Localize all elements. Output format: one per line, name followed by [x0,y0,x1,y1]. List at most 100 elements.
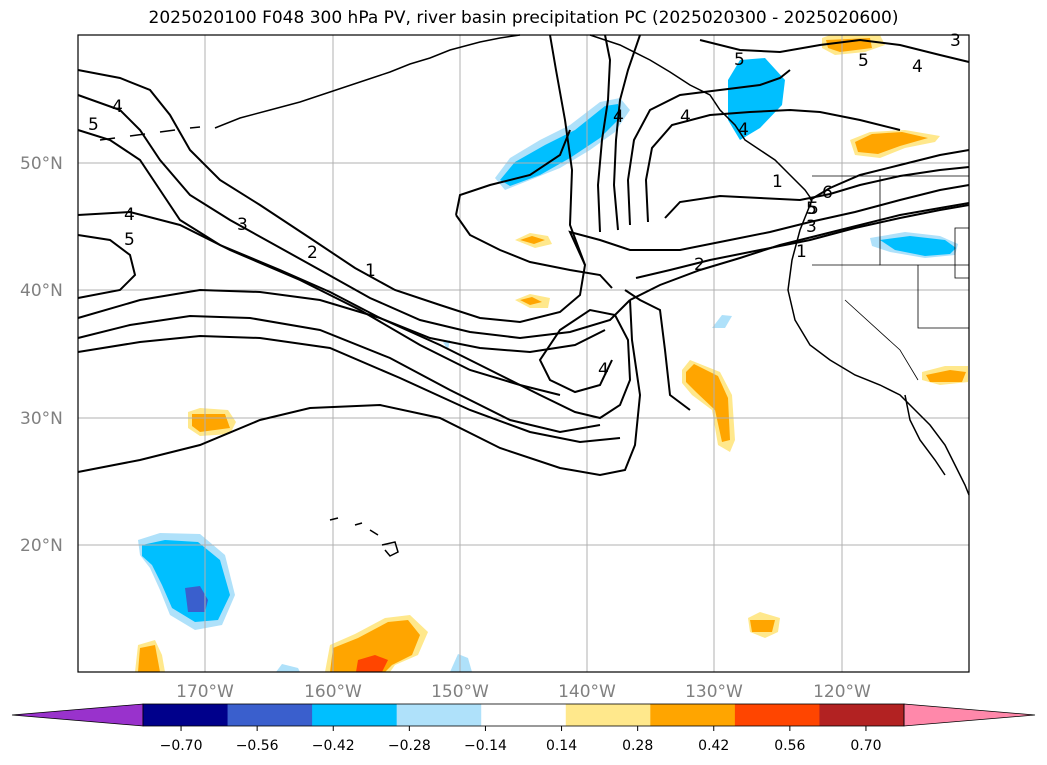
colorbar-segment [312,704,398,726]
colorbar-segment [481,704,567,726]
hawaii-islands [329,517,399,557]
colorbar-extend-high [903,703,1036,727]
blue-patch-hawaii-west-core [142,540,230,622]
us-west-coast [787,199,970,496]
colorbar-tick-label: 0.42 [698,738,729,754]
state-line-5 [844,299,919,381]
pv-label: 3 [950,31,961,51]
colorbar-segment [396,704,482,726]
colorbar-tick-label: −0.28 [388,738,431,754]
precipitation-shading [135,35,968,672]
pv-label: 1 [772,172,783,192]
pv-label: 3 [806,217,817,237]
colorbar-tick-label: −0.42 [312,738,355,754]
colorbar-frame [142,703,905,727]
lat-label: 30°N [20,409,63,429]
blue-patch-south-2 [450,654,472,672]
alaska-coast [589,34,813,201]
colorbar-tick-label: −0.56 [236,738,279,754]
pv-label: 4 [738,120,749,140]
blue-patch-small-1 [712,315,732,328]
pv-label: 2 [307,243,318,263]
latitude-labels: 50°N 40°N 30°N 20°N [20,154,63,556]
pv-contour-6 [77,288,632,420]
state-line-3 [917,265,969,329]
colorbar-tick-label: −0.14 [464,738,507,754]
alaska-aleutians [214,34,521,129]
orange-patch-south-2-core [330,620,420,672]
pv-contour-labels: 5 4 5 4 3 2 1 4 5 4 5 3 5 4 1 6 5 3 2 1 … [88,31,961,380]
lon-label: 160°W [304,682,362,702]
lon-label: 150°W [431,682,489,702]
lon-label: 170°W [176,682,234,702]
pv-contour-16 [626,69,791,226]
orange-patch-south-1-core [138,645,160,672]
pv-contour-15 [612,34,641,231]
colorbar-tick-label: 0.28 [622,738,653,754]
colorbar-tick-label: 0.56 [774,738,805,754]
pv-label: 4 [680,107,691,127]
pv-contour-11 [635,204,970,279]
longitude-labels: 170°W 160°W 150°W 140°W 130°W 120°W [176,682,871,702]
pv-contour-20 [809,149,970,201]
colorbar-tick-label: 0.70 [850,738,881,754]
orange-patch-south-east-core [750,620,775,632]
lon-label: 130°W [685,682,743,702]
lat-label: 50°N [20,154,63,174]
map-frame [77,34,970,673]
pv-contour-13 [568,184,970,266]
colorbar-segment [565,704,651,726]
coastlines [99,34,970,557]
pv-label: 4 [598,360,609,380]
pv-label: 5 [808,199,819,219]
graticule [78,35,969,672]
pv-label: 1 [365,261,376,281]
orange-patch-mid-1-core [520,236,545,244]
blue-patch-hawaii-west-deep [185,586,208,612]
pv-contour-12 [624,289,691,411]
blue-patch-california-core [880,236,956,256]
lat-label: 40°N [20,281,63,301]
pv-contour-17 [644,108,901,223]
pv-contour-2 [77,94,631,340]
political-borders [812,175,970,381]
pv-label: 2 [694,255,705,275]
orange-patch-bc-interior-core [855,132,928,154]
colorbar-extend-low [11,703,144,727]
lat-label: 20°N [20,536,63,556]
orange-patch-baja-core [926,370,966,382]
colorbar: −0.70 −0.56 −0.42 −0.28 −0.14 0.14 0.28 0.42 0.5… [11,703,1036,754]
pv-label: 5 [858,51,869,71]
colorbar-segment [143,704,229,726]
colorbar-tick-label: −0.70 [160,738,203,754]
colorbar-segment [819,704,905,726]
baja [904,394,946,476]
pv-label: 5 [124,230,135,250]
pv-contour-19 [699,38,970,63]
colorbar-segment [227,704,313,726]
pv-contour-21 [455,129,571,216]
pv-contour-3 [77,129,606,354]
pv-label: 4 [912,57,923,77]
pv-label: 1 [796,242,807,262]
pv-label: 4 [124,205,135,225]
chart-title: 2025020100 F048 300 hPa PV, river basin … [148,8,899,28]
pv-label: 4 [613,107,624,127]
pv-contour-14 [596,34,612,233]
pv-label: 3 [237,215,248,235]
orange-patch-gulf-alaska-north-core [826,38,872,52]
pv-contour-9 [77,299,642,477]
pv-label: 4 [112,97,123,117]
pv-contour-10 [629,202,970,301]
pv-contour-4 [77,210,561,396]
pv-contour-5 [77,234,137,299]
pv-label: 6 [822,183,833,203]
pv-label: 5 [734,50,745,70]
colorbar-segment [734,704,820,726]
pv-contour-22 [455,214,613,289]
blue-patch-south-1 [276,664,300,672]
blue-patch-gulf-alaska-core [500,104,620,186]
lon-label: 120°W [813,682,871,702]
pv-contour-1 [77,34,587,324]
